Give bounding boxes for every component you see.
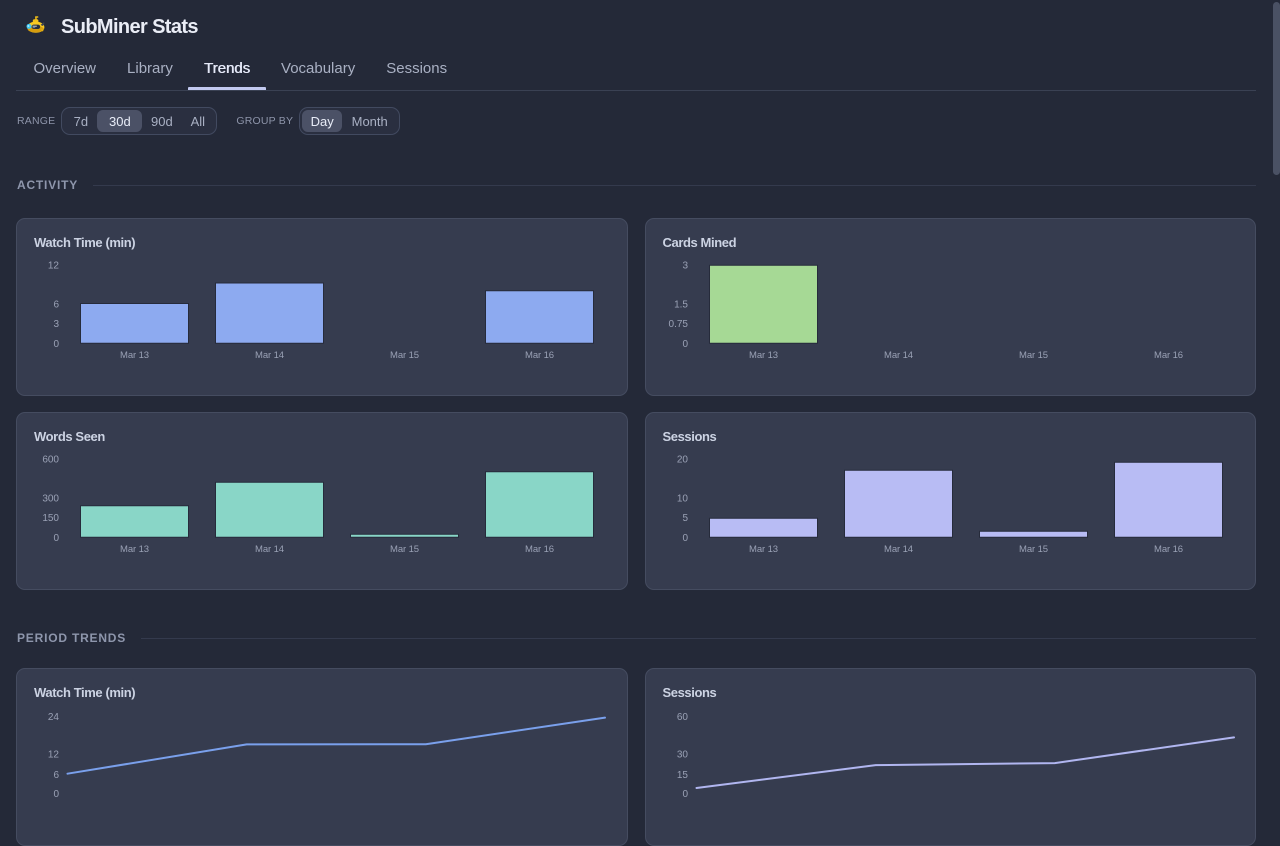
svg-text:0: 0 xyxy=(682,789,688,800)
svg-text:Mar 13: Mar 13 xyxy=(120,350,149,361)
svg-text:Mar 15: Mar 15 xyxy=(1019,350,1048,361)
svg-text:Mar 14: Mar 14 xyxy=(255,544,284,555)
svg-text:60: 60 xyxy=(676,712,688,723)
svg-text:24: 24 xyxy=(48,712,60,723)
svg-text:Mar 16: Mar 16 xyxy=(1154,544,1183,555)
svg-text:3: 3 xyxy=(682,261,688,272)
svg-text:0.75: 0.75 xyxy=(668,319,688,330)
svg-text:Mar 15: Mar 15 xyxy=(390,544,419,555)
svg-text:12: 12 xyxy=(48,750,60,761)
svg-text:15: 15 xyxy=(676,770,688,781)
svg-text:0: 0 xyxy=(53,533,59,544)
svg-text:6: 6 xyxy=(53,299,59,310)
svg-text:1.5: 1.5 xyxy=(674,299,688,310)
svg-text:0: 0 xyxy=(682,533,688,544)
svg-text:Mar 16: Mar 16 xyxy=(525,544,554,555)
svg-text:Mar 14: Mar 14 xyxy=(884,350,913,361)
svg-text:Mar 14: Mar 14 xyxy=(884,544,913,555)
svg-text:Mar 16: Mar 16 xyxy=(1154,350,1183,361)
svg-text:10: 10 xyxy=(676,493,688,504)
svg-text:150: 150 xyxy=(42,513,59,524)
svg-text:12: 12 xyxy=(48,261,60,272)
svg-text:Mar 14: Mar 14 xyxy=(255,350,284,361)
svg-text:0: 0 xyxy=(53,339,59,350)
svg-text:5: 5 xyxy=(682,513,688,524)
svg-text:Mar 15: Mar 15 xyxy=(390,350,419,361)
svg-text:6: 6 xyxy=(53,770,59,781)
svg-text:0: 0 xyxy=(53,789,59,800)
svg-text:20: 20 xyxy=(676,455,688,466)
svg-text:Mar 13: Mar 13 xyxy=(749,350,778,361)
svg-text:300: 300 xyxy=(42,493,59,504)
svg-text:Mar 13: Mar 13 xyxy=(749,544,778,555)
svg-text:600: 600 xyxy=(42,455,59,466)
svg-text:Mar 13: Mar 13 xyxy=(120,544,149,555)
svg-text:3: 3 xyxy=(53,319,59,330)
svg-text:Mar 15: Mar 15 xyxy=(1019,544,1048,555)
svg-text:Mar 16: Mar 16 xyxy=(525,350,554,361)
svg-text:0: 0 xyxy=(682,339,688,350)
svg-text:30: 30 xyxy=(676,750,688,761)
